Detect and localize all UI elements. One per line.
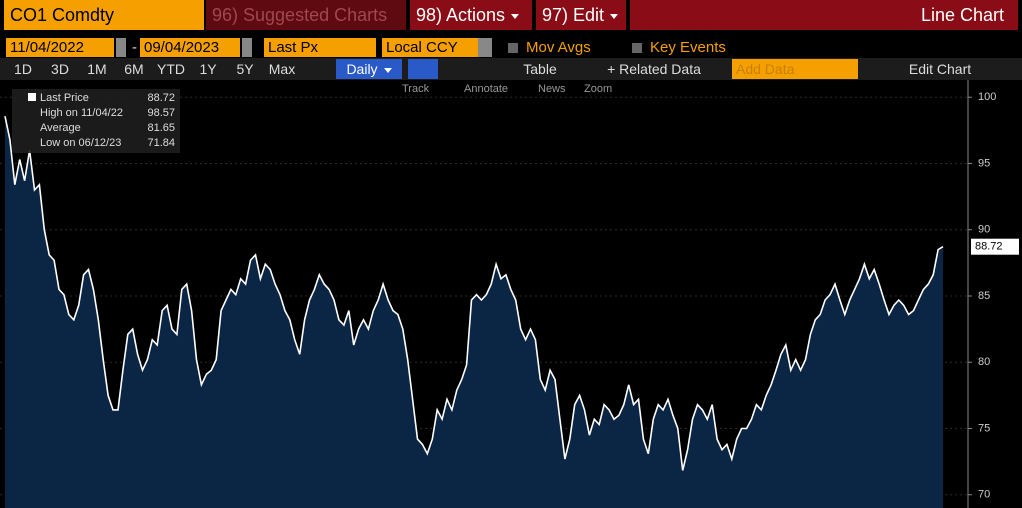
legend-name: Low on 06/12/23 bbox=[40, 137, 121, 149]
related-data[interactable]: + Related Data bbox=[607, 61, 701, 77]
edit-label: 97) Edit bbox=[542, 5, 605, 25]
calendar-icon[interactable] bbox=[242, 38, 252, 57]
period-button[interactable]: 1Y bbox=[199, 61, 217, 77]
period-button[interactable]: 1M bbox=[87, 61, 107, 77]
y-tick-label: 100 bbox=[978, 91, 996, 103]
key-events[interactable]: Key Events bbox=[628, 38, 748, 57]
actions-menu[interactable]: 98) Actions bbox=[410, 0, 532, 30]
chart: 70 75 80 85 90 95 100 88.72 Last Price 88.72 High … bbox=[0, 80, 1019, 508]
area-fill bbox=[5, 116, 943, 508]
y-tick-label: 75 bbox=[978, 422, 990, 434]
legend-value: 98.57 bbox=[147, 107, 175, 119]
chart-kind: Line Chart bbox=[630, 0, 1018, 30]
chart-tool[interactable]: Track bbox=[402, 83, 430, 95]
y-tick-label: 80 bbox=[978, 356, 990, 368]
calendar-icon[interactable] bbox=[116, 38, 126, 57]
last-value-label: 88.72 bbox=[975, 241, 1003, 253]
frequency-label: Daily bbox=[346, 61, 378, 77]
legend-swatch bbox=[28, 93, 36, 101]
actions-label: 98) Actions bbox=[416, 5, 506, 25]
chart-tool[interactable]: Zoom bbox=[584, 83, 612, 95]
legend-value: 81.65 bbox=[147, 122, 175, 134]
legend-value: 71.84 bbox=[147, 137, 175, 149]
table-button[interactable]: Table bbox=[523, 61, 557, 77]
chart-tool[interactable]: News bbox=[538, 83, 566, 95]
mov-avgs[interactable]: Mov Avgs bbox=[504, 38, 624, 57]
key-events-label: Key Events bbox=[650, 39, 726, 56]
y-tick-label: 70 bbox=[978, 489, 990, 501]
frequency-select[interactable]: Daily bbox=[336, 59, 402, 79]
date-separator: - bbox=[132, 39, 137, 56]
legend-name: Average bbox=[40, 122, 81, 134]
legend-name: High on 11/04/22 bbox=[40, 107, 123, 119]
period-button[interactable]: 5Y bbox=[236, 61, 254, 77]
last-value-box bbox=[971, 238, 1019, 255]
y-tick-label: 95 bbox=[978, 157, 990, 169]
period-button[interactable]: 3D bbox=[51, 61, 69, 77]
suggested-charts[interactable]: 96) Suggested Charts bbox=[206, 0, 406, 30]
period-button[interactable]: 6M bbox=[124, 61, 144, 77]
currency-select[interactable]: Local CCY bbox=[382, 38, 478, 57]
y-tick-label: 85 bbox=[978, 290, 990, 302]
end-date[interactable]: 09/04/2023 bbox=[140, 38, 240, 57]
add-data-input[interactable]: Add Data bbox=[732, 59, 858, 79]
ticker-input[interactable]: CO1 Comdty bbox=[4, 0, 204, 30]
edit-chart[interactable]: Edit Chart bbox=[908, 61, 972, 77]
legend-name: Last Price bbox=[40, 92, 89, 104]
start-date[interactable]: 11/04/2022 bbox=[6, 38, 114, 57]
price-line bbox=[4, 116, 944, 471]
chart-icon[interactable] bbox=[408, 59, 438, 79]
edit-menu[interactable]: 97) Edit bbox=[536, 0, 626, 30]
period-button[interactable]: YTD bbox=[157, 61, 185, 77]
y-tick-label: 90 bbox=[978, 224, 990, 236]
period-button[interactable]: 1D bbox=[14, 61, 32, 77]
mov-avgs-label: Mov Avgs bbox=[526, 39, 591, 56]
chart-tool[interactable]: Annotate bbox=[464, 83, 508, 95]
field-select[interactable]: Last Px bbox=[264, 38, 376, 57]
dropdown-arrow[interactable] bbox=[478, 38, 492, 57]
period-button[interactable]: Max bbox=[268, 61, 296, 77]
legend-value: 88.72 bbox=[147, 92, 175, 104]
legend-box bbox=[12, 89, 180, 153]
